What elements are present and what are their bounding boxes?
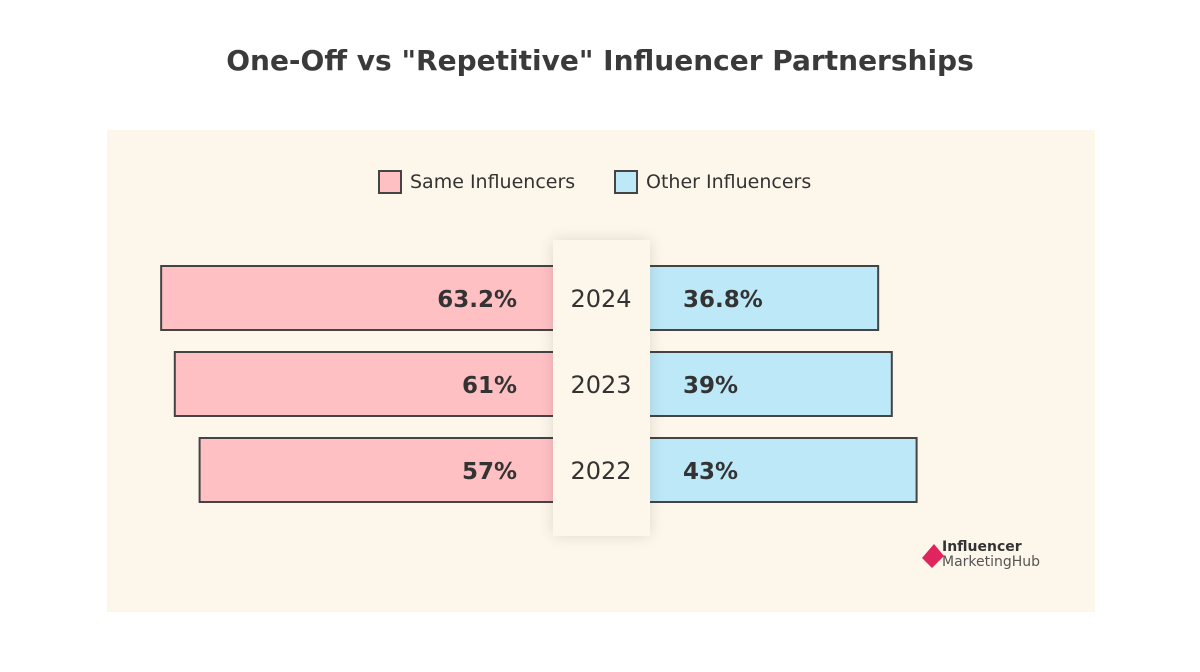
legend-item-other: Other Influencers — [614, 170, 811, 194]
label-other-2022: 43% — [683, 459, 738, 485]
bar-other-2022 — [639, 437, 918, 503]
year-label-2023: 2023 — [570, 371, 631, 399]
legend-label-same: Same Influencers — [410, 171, 576, 193]
label-same-2024: 63.2% — [437, 287, 517, 313]
label-other-2023: 39% — [683, 373, 738, 399]
logo-line1: Influencer — [942, 539, 1022, 555]
legend-label-other: Other Influencers — [646, 171, 812, 193]
year-label-2022: 2022 — [570, 457, 631, 485]
year-strip — [553, 240, 650, 536]
legend-swatch-same — [378, 170, 402, 194]
label-other-2024: 36.8% — [683, 287, 763, 313]
brand-logo: Influencer MarketingHub — [922, 540, 1040, 570]
year-label-2024: 2024 — [570, 285, 631, 313]
bar-other-2023 — [639, 351, 893, 417]
chart-title: One-Off vs "Repetitive" Influencer Partn… — [226, 44, 974, 77]
label-same-2022: 57% — [462, 459, 517, 485]
bar-other-2024 — [639, 265, 880, 331]
legend-item-same: Same Influencers — [378, 170, 575, 194]
legend-swatch-other — [614, 170, 638, 194]
logo-mark-icon — [922, 544, 944, 568]
label-same-2023: 61% — [462, 373, 517, 399]
logo-line2: MarketingHub — [942, 554, 1041, 570]
bar-same-2023 — [173, 351, 565, 417]
